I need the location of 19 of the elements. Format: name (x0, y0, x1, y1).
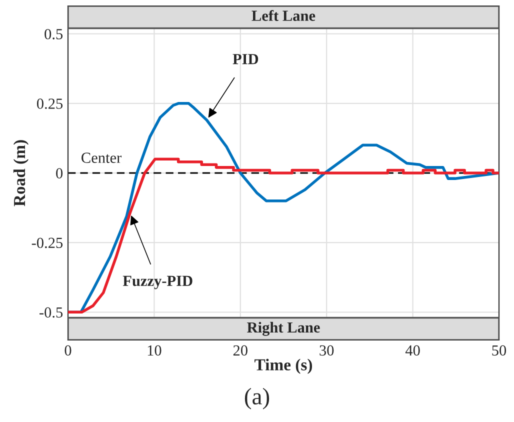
x-axis-title: Time (s) (254, 358, 312, 374)
x-tick-label: 10 (148, 345, 162, 356)
x-tick-label: 40 (405, 345, 420, 356)
band-label: Left Lane (252, 10, 316, 21)
y-tick-label: 0.5 (44, 28, 63, 40)
ref-line-label: Center (82, 152, 122, 163)
x-tick-label: 50 (492, 345, 506, 356)
x-tick-label: 0 (64, 345, 72, 356)
y-tick-label: 0.25 (36, 98, 63, 109)
text: (a) (244, 388, 270, 410)
series-label: Fuzzy-PID (122, 276, 192, 290)
y-tick-label: -0.25 (32, 238, 63, 248)
x-tick-label: 30 (320, 345, 334, 356)
y-axis-title: Road (m) (13, 140, 29, 206)
band-label: Right Lane (247, 322, 320, 336)
x-tick-label: 20 (233, 345, 248, 356)
text: PID (232, 54, 258, 64)
y-tick-label: 0 (56, 168, 63, 178)
y-tick-label: -0.5 (40, 307, 63, 318)
